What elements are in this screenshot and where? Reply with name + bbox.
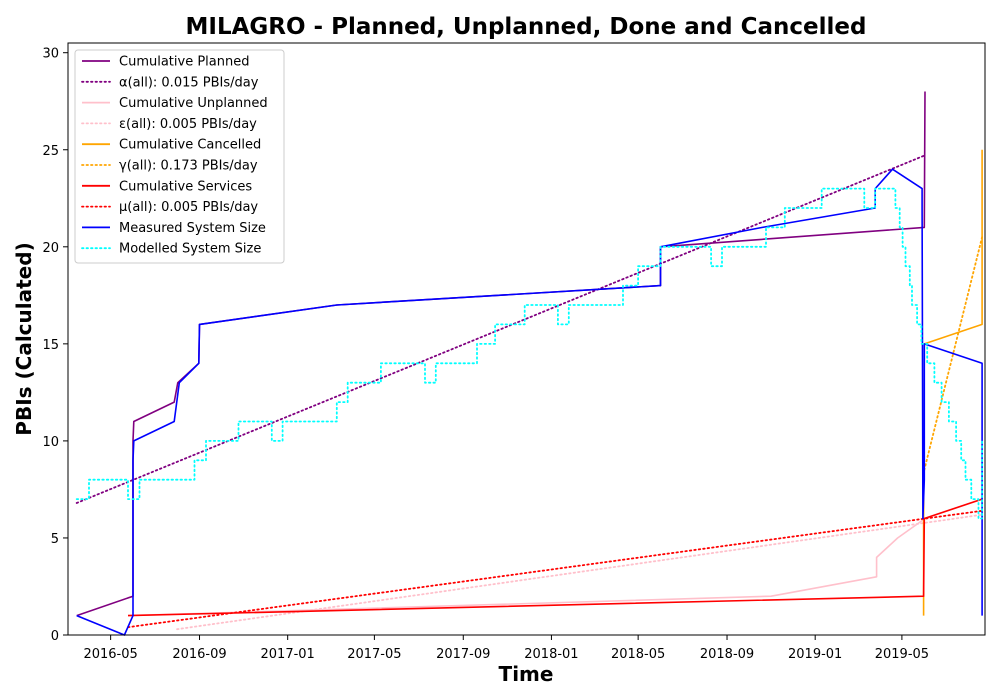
x-tick-label: 2018-09 (700, 647, 754, 662)
y-tick-label: 5 (51, 532, 59, 547)
series-line-all-0-173-pbis-day (923, 236, 983, 471)
series-line-all-0-005-pbis-day (127, 509, 983, 629)
series-line-modelled-system-size (75, 187, 983, 520)
series-line-all-0-015-pbis-day (75, 154, 926, 504)
legend-label: Cumulative Planned (119, 55, 249, 70)
x-tick-label: 2017-01 (261, 647, 315, 662)
y-tick-label: 15 (42, 338, 59, 353)
y-axis-title: PBIs (Calculated) (12, 242, 36, 435)
legend-label: Cumulative Cancelled (119, 138, 261, 153)
y-tick-label: 30 (42, 47, 59, 62)
y-tick-label: 10 (42, 435, 59, 450)
legend: Cumulative Planned α(all): 0.015 PBIs/day… (74, 49, 285, 264)
plot-series (75, 91, 983, 636)
x-tick-label: 2018-01 (524, 647, 578, 662)
x-tick-label: 2018-05 (611, 647, 665, 662)
plot-frame (67, 42, 986, 636)
legend-label: ε(all): 0.005 PBIs/day (119, 117, 257, 132)
x-tick-label: 2016-05 (83, 647, 137, 662)
y-tick-label: 25 (42, 144, 59, 159)
series-line-measured-system-size (76, 168, 983, 636)
y-axis: 0 5 10 15 20 25 30 (42, 47, 68, 644)
x-tick-label: 2017-05 (347, 647, 401, 662)
legend-box (74, 49, 285, 264)
legend-label: Modelled System Size (119, 242, 261, 257)
x-axis-title: Time (499, 662, 554, 686)
x-tick-label: 2017-09 (436, 647, 490, 662)
chart-title: MILAGRO - Planned, Unplanned, Done and C… (186, 14, 867, 40)
legend-label: Cumulative Unplanned (119, 96, 268, 111)
legend-label: α(all): 0.015 PBIs/day (119, 75, 259, 90)
x-axis: 2016-05 2016-09 2017-01 2017-05 2017-09 2018-… (83, 635, 929, 662)
series-line-cumulative-services (127, 498, 983, 617)
y-tick-label: 0 (51, 629, 59, 644)
x-tick-label: 2019-01 (788, 647, 842, 662)
legend-label: μ(all): 0.005 PBIs/day (119, 200, 258, 215)
legend-label: Cumulative Services (119, 179, 252, 194)
y-tick-label: 20 (42, 241, 59, 256)
legend-label: γ(all): 0.173 PBIs/day (119, 159, 258, 174)
x-tick-label: 2016-09 (172, 647, 226, 662)
legend-label: Measured System Size (119, 221, 266, 236)
x-tick-label: 2019-05 (875, 647, 929, 662)
series-line-all-0-005-pbis-day (176, 513, 983, 631)
